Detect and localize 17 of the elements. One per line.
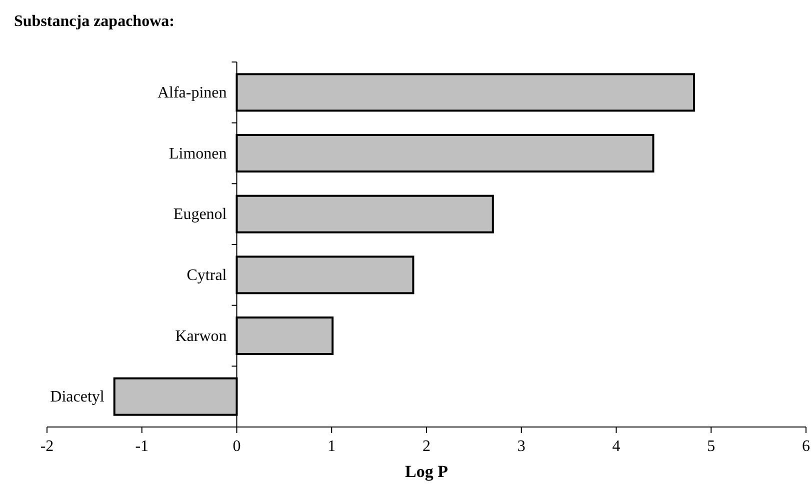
y-tick-label: Cytral (186, 266, 228, 284)
x-tick-label: 3 (517, 438, 526, 455)
x-axis-title: Log P (405, 462, 448, 481)
x-tick-label: -1 (135, 438, 149, 455)
x-tick-label: 2 (422, 438, 430, 455)
x-tick-label: 0 (232, 438, 241, 455)
x-tick-label: 1 (328, 438, 336, 455)
x-tick-label: 4 (612, 438, 620, 455)
chart-title: Substancja zapachowa: (14, 13, 174, 30)
x-tick-label: -2 (40, 438, 54, 455)
x-tick-label: 5 (707, 438, 716, 455)
y-tick-label: Diacetyl (50, 388, 105, 406)
y-tick-label: Karwon (175, 328, 227, 345)
y-tick-label: Alfa-pinen (157, 84, 227, 102)
y-tick-label: Eugenol (173, 206, 228, 224)
x-tick-label: 6 (802, 438, 810, 455)
y-tick-label: Limonen (168, 145, 227, 162)
